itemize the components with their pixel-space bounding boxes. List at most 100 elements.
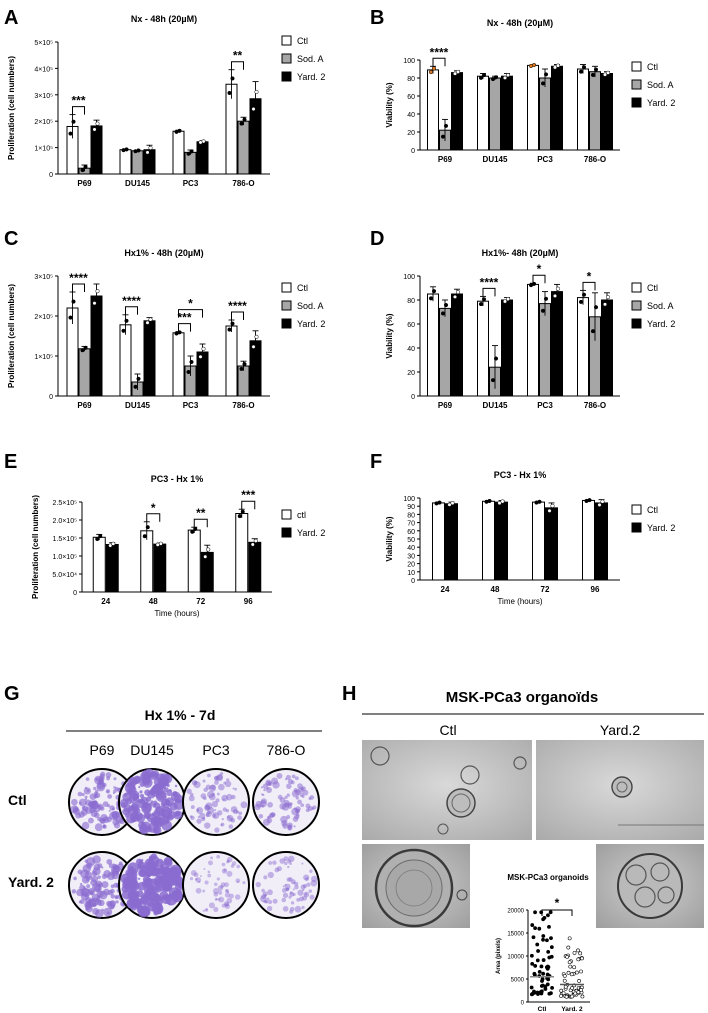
data-point <box>108 543 113 548</box>
colony <box>302 888 305 892</box>
colony <box>308 796 312 801</box>
data-point <box>502 75 508 80</box>
data-point <box>95 121 100 126</box>
colony <box>81 792 85 797</box>
y-tick-label: 60 <box>407 322 415 329</box>
bar <box>105 543 119 593</box>
data-point <box>71 299 76 304</box>
colony <box>259 800 267 808</box>
colony <box>285 774 291 780</box>
legend-label: Yard. 2 <box>297 72 325 82</box>
x-tick-label: P69 <box>438 155 453 164</box>
colony <box>221 868 228 874</box>
colony <box>310 879 318 887</box>
legend-swatch <box>281 53 292 64</box>
inset-y-tick-label: 20000 <box>507 909 524 915</box>
significance-bracket <box>193 518 208 528</box>
bar <box>539 77 551 151</box>
bar <box>131 150 144 175</box>
y-tick-label: 80 <box>407 298 415 305</box>
data-point <box>452 71 458 76</box>
bar <box>225 325 238 397</box>
colony <box>285 887 290 892</box>
data-point <box>227 90 232 96</box>
colony <box>272 898 278 904</box>
y-axis-label: Proliferation (cell numbers) <box>7 56 16 160</box>
legend-label: Yard. 2 <box>647 319 675 329</box>
colony <box>142 800 145 803</box>
data-point <box>111 541 116 546</box>
data-point <box>201 346 206 351</box>
colony <box>196 818 202 824</box>
colony <box>152 803 156 808</box>
y-tick-label: 100 <box>403 274 415 281</box>
data-point <box>203 554 208 559</box>
colony <box>225 888 230 893</box>
inset-data-point <box>529 985 534 990</box>
significance-label: *** <box>71 94 85 108</box>
data-point <box>600 499 605 504</box>
inset-data-point <box>530 961 535 966</box>
legend-label: Sod. A <box>647 80 674 90</box>
colony <box>110 894 116 899</box>
colony <box>231 794 236 800</box>
micrograph-ctl <box>362 740 532 840</box>
significance-bracket <box>532 274 546 284</box>
inset-significance-bracket <box>541 909 573 916</box>
data-point <box>251 344 256 349</box>
bar <box>196 141 209 175</box>
data-point <box>428 296 434 301</box>
colony <box>125 798 132 805</box>
inset-scatter-chart: MSK-PCa3 organoids 0 5000 10000 15000 20000 Ar… <box>496 873 590 1013</box>
colony <box>228 824 234 829</box>
data-point <box>443 123 449 128</box>
colony <box>144 768 155 778</box>
data-point <box>590 329 596 334</box>
data-point <box>593 67 599 72</box>
colony <box>111 807 115 811</box>
inset-data-point <box>546 949 551 954</box>
colony <box>276 772 283 779</box>
data-point <box>478 75 484 80</box>
y-tick-label: 80 <box>407 512 415 519</box>
data-point <box>92 301 97 306</box>
data-point <box>80 168 85 173</box>
data-point <box>145 320 150 325</box>
data-point <box>505 296 511 302</box>
colony <box>145 777 148 780</box>
bar <box>501 299 513 397</box>
colony <box>266 816 270 820</box>
data-point <box>136 376 141 381</box>
colony <box>305 877 309 881</box>
data-point <box>83 345 88 350</box>
y-axis-label: Viability (%) <box>385 313 394 359</box>
y-tick-label: 50 <box>407 537 415 544</box>
significance-label: * <box>537 262 542 276</box>
colony <box>140 893 153 906</box>
legend-swatch <box>281 282 292 293</box>
legend-swatch <box>281 527 292 538</box>
colony <box>127 805 139 816</box>
x-tick-label: 48 <box>491 585 500 594</box>
inset-data-point <box>545 964 550 969</box>
colony <box>287 865 290 869</box>
y-tick-label: 2×10⁵ <box>34 314 53 321</box>
data-point <box>133 149 138 154</box>
bar <box>545 507 558 581</box>
colony <box>226 856 233 863</box>
x-tick-label: DU145 <box>483 401 508 410</box>
y-tick-label: 3×10⁵ <box>34 93 53 100</box>
data-point <box>581 65 587 70</box>
colony <box>210 856 214 860</box>
bar <box>532 501 545 581</box>
inset-data-point <box>549 954 554 959</box>
inset-data-point <box>578 951 583 956</box>
colony <box>154 879 161 885</box>
colony <box>224 902 229 907</box>
colony <box>213 906 219 912</box>
inset-data-point <box>568 964 573 969</box>
x-tick-label: 786-O <box>584 155 606 164</box>
inset-data-point <box>541 934 546 938</box>
colony <box>262 891 268 897</box>
